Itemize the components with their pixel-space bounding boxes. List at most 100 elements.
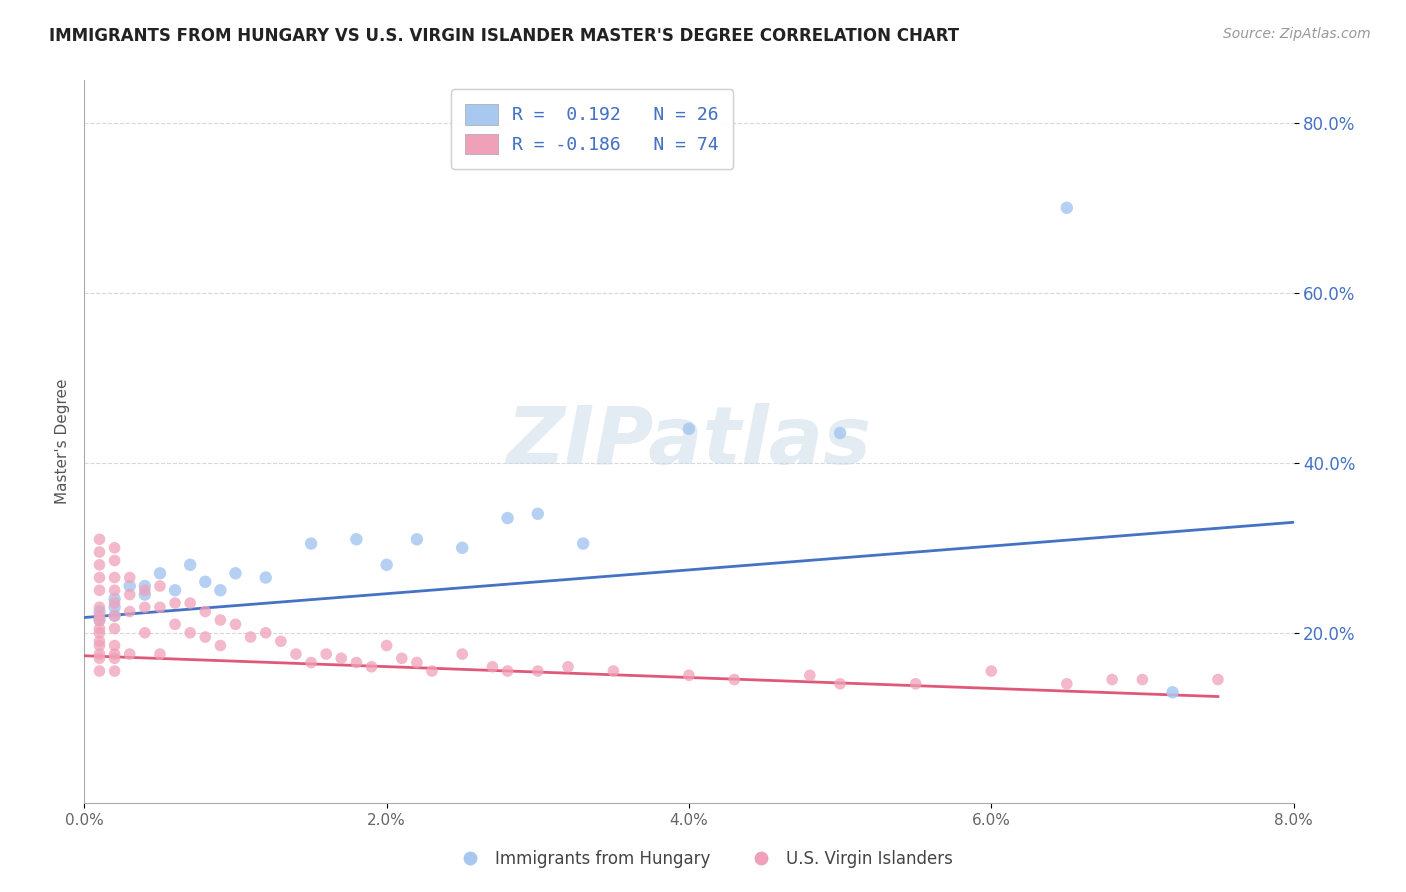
Point xyxy=(225,566,247,581)
Point xyxy=(527,507,550,521)
Point xyxy=(104,553,127,567)
Point xyxy=(980,664,1002,678)
Point xyxy=(346,533,368,547)
Point xyxy=(89,558,111,572)
Point xyxy=(89,613,111,627)
Point xyxy=(315,647,337,661)
Point xyxy=(104,541,127,555)
Point xyxy=(299,536,322,550)
Point xyxy=(104,647,127,661)
Point xyxy=(225,617,247,632)
Point xyxy=(134,588,156,602)
Point xyxy=(209,639,232,653)
Point xyxy=(134,625,156,640)
Point xyxy=(602,664,624,678)
Point xyxy=(254,570,277,584)
Point xyxy=(270,634,292,648)
Point xyxy=(134,600,156,615)
Y-axis label: Master's Degree: Master's Degree xyxy=(55,379,70,504)
Point xyxy=(1161,685,1184,699)
Point xyxy=(149,600,172,615)
Point xyxy=(89,622,111,636)
Point xyxy=(89,545,111,559)
Point xyxy=(89,651,111,665)
Point xyxy=(299,656,322,670)
Point xyxy=(678,668,700,682)
Point xyxy=(420,664,443,678)
Point xyxy=(194,605,217,619)
Point xyxy=(1056,201,1078,215)
Point xyxy=(179,596,201,610)
Point xyxy=(830,677,852,691)
Point xyxy=(89,634,111,648)
Point xyxy=(104,608,127,623)
Point xyxy=(406,533,429,547)
Point xyxy=(572,536,595,550)
Point xyxy=(89,583,111,598)
Point xyxy=(149,647,172,661)
Point xyxy=(481,660,503,674)
Point xyxy=(360,660,382,674)
Point xyxy=(89,605,111,619)
Point xyxy=(104,591,127,606)
Legend: R =  0.192   N = 26, R = -0.186   N = 74: R = 0.192 N = 26, R = -0.186 N = 74 xyxy=(451,89,734,169)
Point xyxy=(1132,673,1154,687)
Text: ZIPatlas: ZIPatlas xyxy=(506,402,872,481)
Point xyxy=(118,605,141,619)
Point xyxy=(104,596,127,610)
Point xyxy=(89,664,111,678)
Point xyxy=(330,651,353,665)
Point xyxy=(678,422,700,436)
Point xyxy=(118,579,141,593)
Point xyxy=(391,651,413,665)
Point xyxy=(209,583,232,598)
Point xyxy=(165,583,187,598)
Point xyxy=(194,574,217,589)
Point xyxy=(239,630,262,644)
Point xyxy=(104,608,127,623)
Point xyxy=(904,677,927,691)
Legend: Immigrants from Hungary, U.S. Virgin Islanders: Immigrants from Hungary, U.S. Virgin Isl… xyxy=(447,844,959,875)
Point xyxy=(254,625,277,640)
Point xyxy=(799,668,821,682)
Point xyxy=(496,664,519,678)
Point xyxy=(104,600,127,615)
Point xyxy=(104,622,127,636)
Point xyxy=(285,647,308,661)
Point xyxy=(1056,677,1078,691)
Point xyxy=(118,588,141,602)
Point xyxy=(723,673,745,687)
Point xyxy=(375,558,398,572)
Point xyxy=(89,533,111,547)
Point xyxy=(134,579,156,593)
Point xyxy=(89,613,111,627)
Point xyxy=(149,579,172,593)
Point xyxy=(830,425,852,440)
Point xyxy=(451,541,474,555)
Point xyxy=(89,647,111,661)
Point xyxy=(104,570,127,584)
Point xyxy=(104,639,127,653)
Point xyxy=(104,651,127,665)
Point xyxy=(104,583,127,598)
Point xyxy=(406,656,429,670)
Point xyxy=(118,647,141,661)
Point xyxy=(346,656,368,670)
Point xyxy=(527,664,550,678)
Point xyxy=(89,600,111,615)
Point xyxy=(451,647,474,661)
Point xyxy=(104,664,127,678)
Point xyxy=(179,558,201,572)
Point xyxy=(1206,673,1229,687)
Point xyxy=(149,566,172,581)
Point xyxy=(496,511,519,525)
Point xyxy=(179,625,201,640)
Text: IMMIGRANTS FROM HUNGARY VS U.S. VIRGIN ISLANDER MASTER'S DEGREE CORRELATION CHAR: IMMIGRANTS FROM HUNGARY VS U.S. VIRGIN I… xyxy=(49,27,959,45)
Point xyxy=(165,596,187,610)
Point xyxy=(89,608,111,623)
Point xyxy=(89,639,111,653)
Point xyxy=(209,613,232,627)
Point xyxy=(134,583,156,598)
Point xyxy=(89,625,111,640)
Point xyxy=(194,630,217,644)
